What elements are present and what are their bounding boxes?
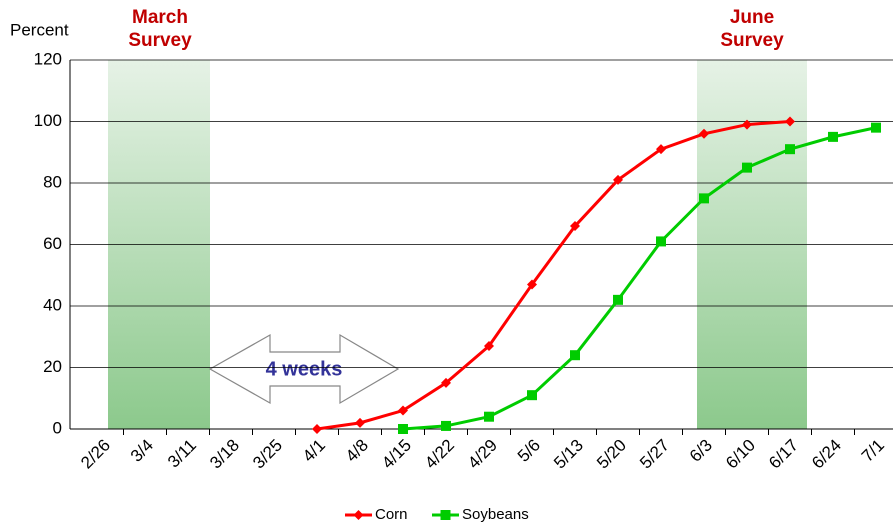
x-tick-label: 4/29: [464, 436, 501, 473]
y-tick-label: 20: [43, 357, 62, 376]
marker: [742, 119, 752, 130]
marker: [441, 377, 451, 388]
marker: [613, 174, 623, 185]
x-tick-label: 4/15: [378, 436, 415, 473]
marker: [785, 116, 795, 127]
marker: [828, 131, 838, 142]
y-tick-label: 100: [34, 111, 62, 130]
marker: [440, 510, 451, 520]
marker: [484, 340, 494, 351]
x-tick-label: 5/20: [593, 436, 630, 473]
x-tick-label: 3/18: [206, 436, 243, 473]
marker: [742, 162, 752, 173]
x-tick-label: 3/25: [249, 436, 286, 473]
marker: [527, 390, 537, 401]
y-axis-label: Percent: [10, 20, 69, 39]
x-tick-label: 6/10: [722, 436, 759, 473]
y-tick-label: 0: [53, 418, 62, 437]
y-tick-label: 40: [43, 295, 62, 314]
marker: [570, 221, 580, 232]
x-tick-label: 5/13: [550, 436, 587, 473]
x-tick-label: 4/22: [421, 436, 458, 473]
y-tick-label: 80: [43, 172, 62, 191]
marker: [355, 417, 365, 428]
marker: [699, 128, 709, 139]
x-tick-label: 3/11: [164, 436, 200, 472]
marker: [613, 294, 623, 305]
marker: [353, 510, 364, 520]
marker: [484, 411, 494, 422]
x-tick-label: 5/27: [636, 436, 673, 473]
marker: [656, 144, 666, 155]
y-tick-label: 60: [43, 234, 62, 253]
x-tick-label: 3/4: [127, 436, 157, 466]
marker: [398, 424, 408, 434]
marker: [312, 424, 322, 434]
x-tick-label: 6/17: [765, 436, 802, 473]
marker: [527, 279, 537, 290]
legend-label: Soybeans: [462, 506, 529, 523]
arrow-label: 4 weeks: [266, 358, 343, 380]
june-label: June Survey: [720, 7, 784, 51]
marker: [441, 420, 451, 431]
marker: [785, 144, 795, 155]
marker: [699, 193, 709, 204]
x-tick-label: 4/8: [342, 436, 372, 466]
x-tick-label: 6/24: [808, 436, 845, 473]
x-tick-label: 5/6: [514, 436, 544, 466]
arrow: [208, 333, 400, 405]
march-label: March Survey: [128, 7, 192, 51]
marker: [398, 405, 408, 416]
x-tick-label: 2/26: [77, 436, 114, 473]
x-tick-label: 7/1: [858, 436, 888, 466]
series-line: [316, 120, 791, 431]
x-tick-label: 6/3: [686, 436, 716, 466]
y-tick-label: 120: [34, 49, 62, 68]
series-line: [402, 126, 877, 431]
marker: [570, 350, 580, 361]
x-tick-label: 4/1: [299, 436, 329, 466]
marker: [871, 122, 881, 133]
marker: [656, 236, 666, 247]
legend-label: Corn: [375, 506, 408, 523]
